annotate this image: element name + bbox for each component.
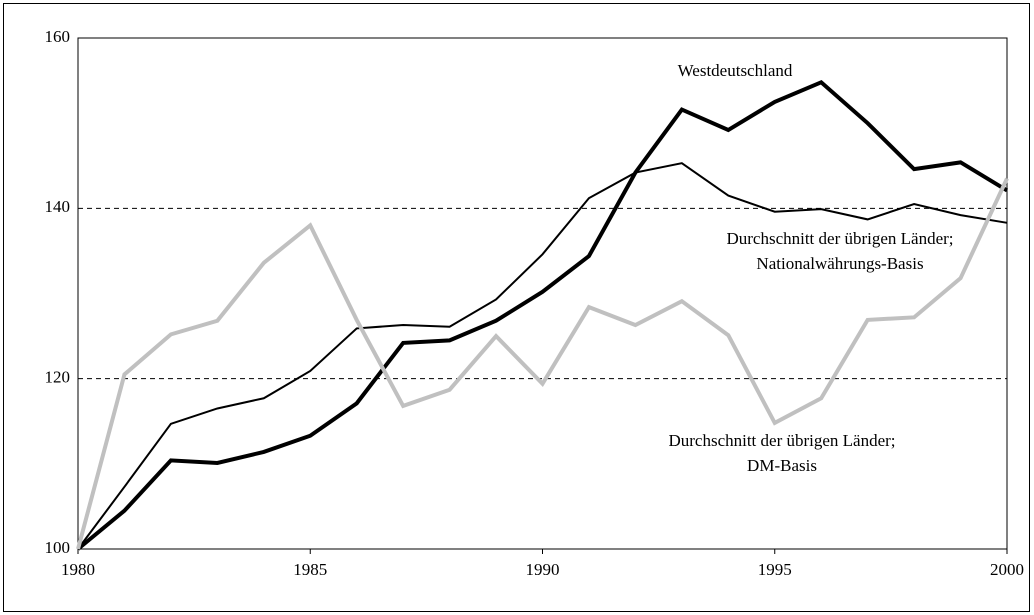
outer-frame	[3, 3, 1030, 612]
series-label: DM-Basis	[747, 456, 817, 475]
x-tick-label: 1985	[293, 560, 327, 579]
series-label: Durchschnitt der übrigen Länder;	[726, 229, 953, 248]
x-tick-label: 1995	[758, 560, 792, 579]
series-line	[76, 177, 1009, 550]
x-tick-label: 1980	[61, 560, 95, 579]
y-tick-label: 120	[45, 368, 71, 387]
series-label: Westdeutschland	[678, 61, 793, 80]
y-tick-label: 140	[45, 197, 71, 216]
x-tick-label: 2000	[990, 560, 1024, 579]
series-line	[77, 162, 1008, 550]
y-tick-label: 100	[45, 538, 71, 557]
series-line	[76, 79, 1009, 551]
series-label: Durchschnitt der übrigen Länder;	[668, 431, 895, 450]
y-tick-label: 160	[45, 27, 71, 46]
x-tick-label: 1990	[526, 560, 560, 579]
series-label: Nationalwährungs-Basis	[756, 254, 923, 273]
